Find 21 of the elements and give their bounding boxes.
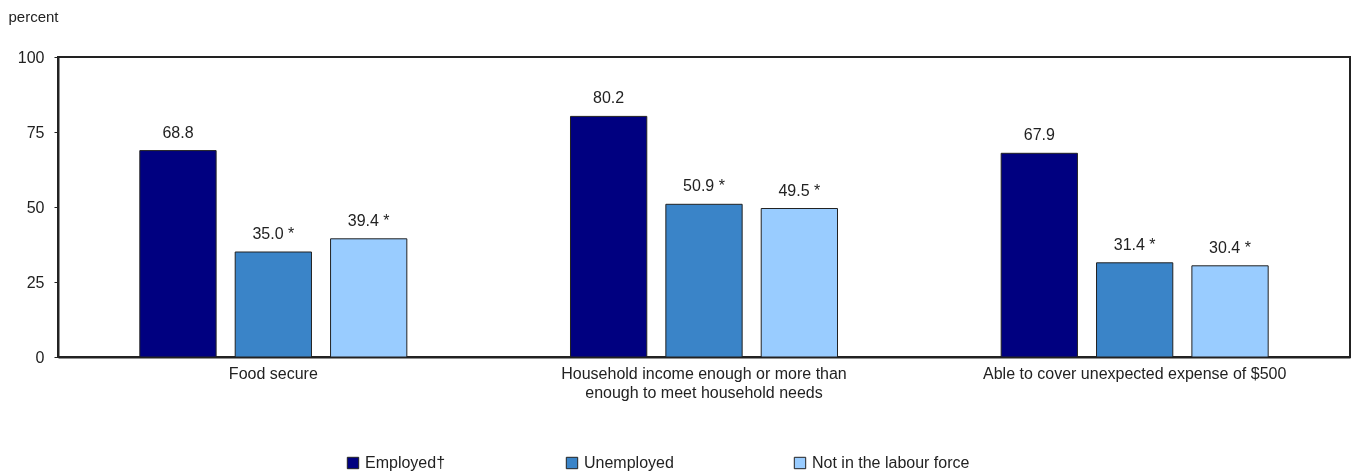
- y-tick-label: 50: [26, 198, 45, 216]
- y-tick-label: 25: [26, 273, 45, 291]
- data-label: 30.4 *: [1209, 238, 1251, 256]
- data-label: 39.4 *: [347, 211, 390, 229]
- x-tick-label: Household income enough or more than enough to meet household needs: [561, 364, 847, 401]
- data-label: 50.9 *: [683, 177, 725, 195]
- legend-label: Unemployed: [584, 454, 674, 471]
- data-label: 67.9: [1023, 126, 1055, 144]
- y-tick-label: 100: [17, 48, 45, 66]
- data-label: 68.8: [162, 123, 194, 141]
- legend-label: Employed†: [365, 454, 446, 471]
- legend-label: Not in the labour force: [812, 454, 970, 471]
- x-tick-label: Able to cover unexpected expense of $500: [983, 364, 1287, 382]
- y-axis-title: percent: [8, 7, 60, 25]
- x-tick-label: Food secure: [228, 364, 318, 382]
- data-label: 35.0 *: [252, 225, 295, 242]
- data-label: 80.2: [593, 89, 625, 107]
- y-tick-label: 0: [35, 348, 45, 366]
- y-tick-label: 75: [26, 123, 45, 141]
- data-label: 49.5 *: [778, 181, 821, 199]
- data-label: 31.4 *: [1113, 235, 1156, 253]
